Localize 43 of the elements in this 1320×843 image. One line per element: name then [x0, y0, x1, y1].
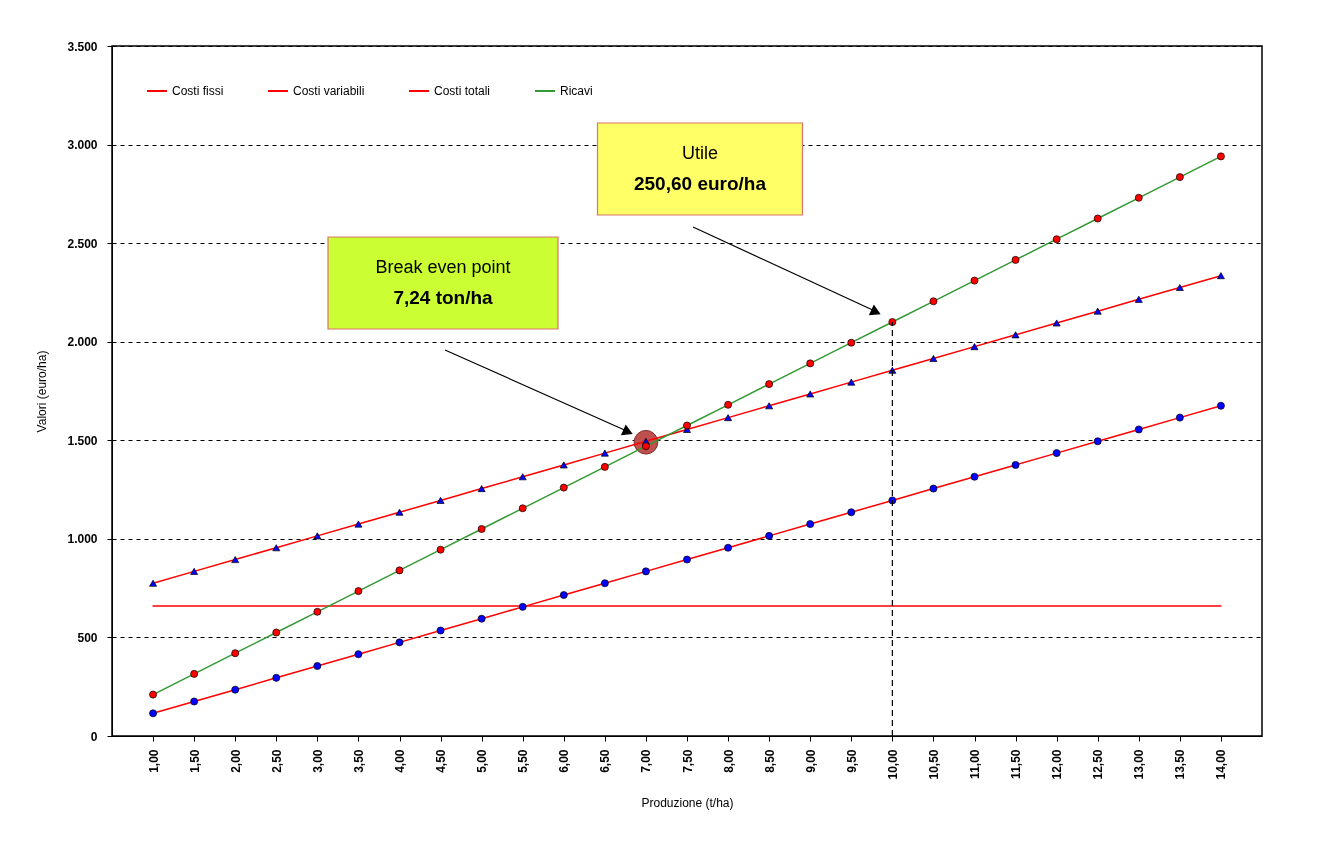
- y-tick-label: 2.000: [67, 335, 98, 350]
- x-axis-title: Produzione (t/ha): [641, 795, 734, 810]
- x-tick-label: 5,00: [475, 749, 490, 773]
- x-tick-label: 10,50: [926, 749, 941, 780]
- y-tick-label: 3.000: [67, 138, 98, 153]
- x-tick-label: 7,00: [639, 749, 654, 773]
- annotation: Utile 250,60 euro/ha: [633, 143, 767, 194]
- x-tick-label: 1,00: [146, 749, 161, 773]
- legend-label: Costi totali: [434, 84, 491, 98]
- legend-label: Costi variabili: [293, 84, 365, 98]
- y-tick-label: 1.000: [67, 532, 98, 547]
- x-tick-label: 14,00: [1214, 749, 1229, 780]
- x-tick-label: 13,00: [1132, 749, 1147, 780]
- x-tick-label: 10,00: [885, 749, 900, 780]
- x-tick-label: 5,50: [516, 749, 531, 773]
- y-tick-label: 1.500: [67, 433, 98, 448]
- x-tick-label: 2,50: [269, 749, 284, 773]
- x-tick-label: 3,00: [310, 749, 325, 773]
- y-tick-label: 3.500: [67, 39, 98, 54]
- x-tick-label: 12,50: [1091, 749, 1106, 780]
- x-tick-label: 8,50: [762, 749, 777, 773]
- legend-label: Costi fissi: [172, 84, 224, 98]
- x-tick-label: 8,00: [721, 749, 736, 773]
- y-tick-label: 500: [77, 630, 98, 645]
- x-tick-label: 1,50: [187, 749, 202, 773]
- x-tick-label: 3,50: [351, 749, 366, 773]
- annotation: Break even point 7,24 ton/ha: [375, 257, 511, 308]
- y-axis-title: Valori (euro/ha): [35, 350, 50, 433]
- x-tick-label: 9,00: [803, 749, 818, 773]
- x-tick-label: 13,50: [1173, 749, 1188, 780]
- x-tick-label: 9,50: [844, 749, 859, 773]
- x-tick-label: 4,50: [434, 749, 449, 773]
- y-tick-label: 0: [90, 729, 98, 744]
- x-tick-label: 6,50: [598, 749, 613, 773]
- x-tick-label: 11,00: [968, 749, 982, 779]
- legend-label: Ricavi: [560, 84, 593, 98]
- x-tick-label: 4,00: [393, 749, 407, 773]
- x-tick-label: 11,50: [1009, 749, 1024, 779]
- x-tick-label: 6,00: [557, 749, 572, 773]
- x-tick-label: 7,50: [680, 749, 695, 773]
- x-tick-label: 2,00: [228, 749, 243, 773]
- x-tick-label: 12,00: [1050, 749, 1065, 780]
- y-tick-label: 2.500: [67, 236, 98, 251]
